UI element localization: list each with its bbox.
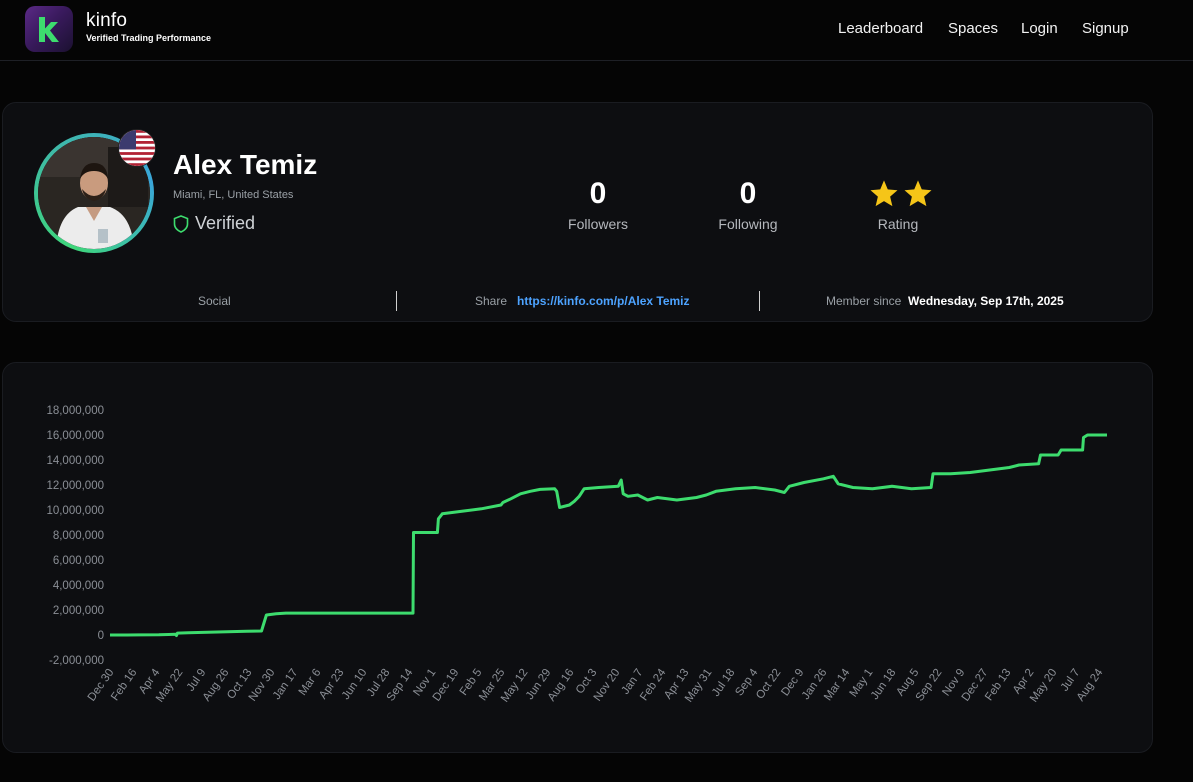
following-count[interactable]: 0 — [739, 177, 757, 210]
y-tick-label: 2,000,000 — [53, 605, 104, 617]
followers-count[interactable]: 0 — [589, 177, 607, 210]
member-since-value: Wednesday, Sep 17th, 2025 — [908, 294, 1064, 308]
y-tick-label: 14,000,000 — [46, 455, 104, 467]
y-tick-label: 10,000,000 — [46, 505, 104, 517]
x-tick-label: Oct 22 — [754, 667, 783, 702]
kinfo-logo-icon — [39, 17, 59, 42]
us-flag-icon — [119, 130, 155, 166]
kinfo-logo[interactable] — [25, 6, 73, 52]
rating-stars — [869, 179, 933, 208]
rating-label: Rating — [877, 216, 919, 232]
verified-badge: Verified — [173, 213, 255, 234]
y-tick-label: 18,000,000 — [46, 405, 104, 417]
x-tick-label: Jul 18 — [710, 667, 737, 699]
profile-card: Alex Temiz Miami, FL, United States Veri… — [2, 102, 1153, 322]
star-icon — [870, 180, 898, 207]
star-icon — [904, 180, 932, 207]
nav-leaderboard-link[interactable]: Leaderboard — [838, 20, 924, 37]
y-tick-label: 12,000,000 — [46, 480, 104, 492]
x-tick-label: Jun 10 — [340, 667, 370, 702]
x-tick-label: Jun 18 — [869, 667, 899, 702]
member-since-label: Member since — [826, 294, 902, 308]
nav-login-link[interactable]: Login — [1021, 20, 1058, 37]
y-tick-label: 8,000,000 — [53, 530, 104, 542]
profile-name: Alex Temiz — [173, 149, 318, 180]
verified-label: Verified — [195, 213, 256, 233]
brand-tagline: Verified Trading Performance — [86, 33, 212, 43]
member-since-row: Member since Wednesday, Sep 17th, 2025 — [826, 294, 1064, 308]
performance-line-chart: 18,000,000 16,000,000 14,000,000 12,000,000… — [46, 405, 1107, 705]
share-label: Share — [475, 294, 508, 308]
y-tick-label: 16,000,000 — [46, 430, 104, 442]
shield-icon — [173, 214, 189, 233]
y-tick-label: -2,000,000 — [49, 655, 104, 667]
nav-spaces-link[interactable]: Spaces — [948, 20, 999, 37]
brand-name: kinfo — [86, 10, 128, 31]
divider — [396, 291, 397, 311]
share-link[interactable]: https://kinfo.com/p/Alex Temiz — [517, 294, 690, 308]
profile-location: Miami, FL, United States — [173, 189, 294, 201]
equity-line — [109, 433, 1107, 637]
y-tick-label: 6,000,000 — [53, 555, 104, 567]
following-label[interactable]: Following — [718, 216, 778, 232]
share-row: Share https://kinfo.com/p/Alex Temiz — [475, 294, 690, 308]
y-tick-label: 4,000,000 — [53, 580, 104, 592]
x-tick-label: Jan 17 — [271, 667, 301, 702]
y-tick-label: 0 — [98, 630, 104, 642]
top-navigation-bar: kinfo Verified Trading Performance Leade… — [0, 0, 1193, 61]
social-label: Social — [198, 294, 231, 308]
followers-label[interactable]: Followers — [568, 216, 628, 232]
performance-chart-card: 18,000,000 16,000,000 14,000,000 12,000,000… — [2, 362, 1153, 753]
divider — [759, 291, 760, 311]
nav-signup-link[interactable]: Signup — [1082, 20, 1129, 37]
